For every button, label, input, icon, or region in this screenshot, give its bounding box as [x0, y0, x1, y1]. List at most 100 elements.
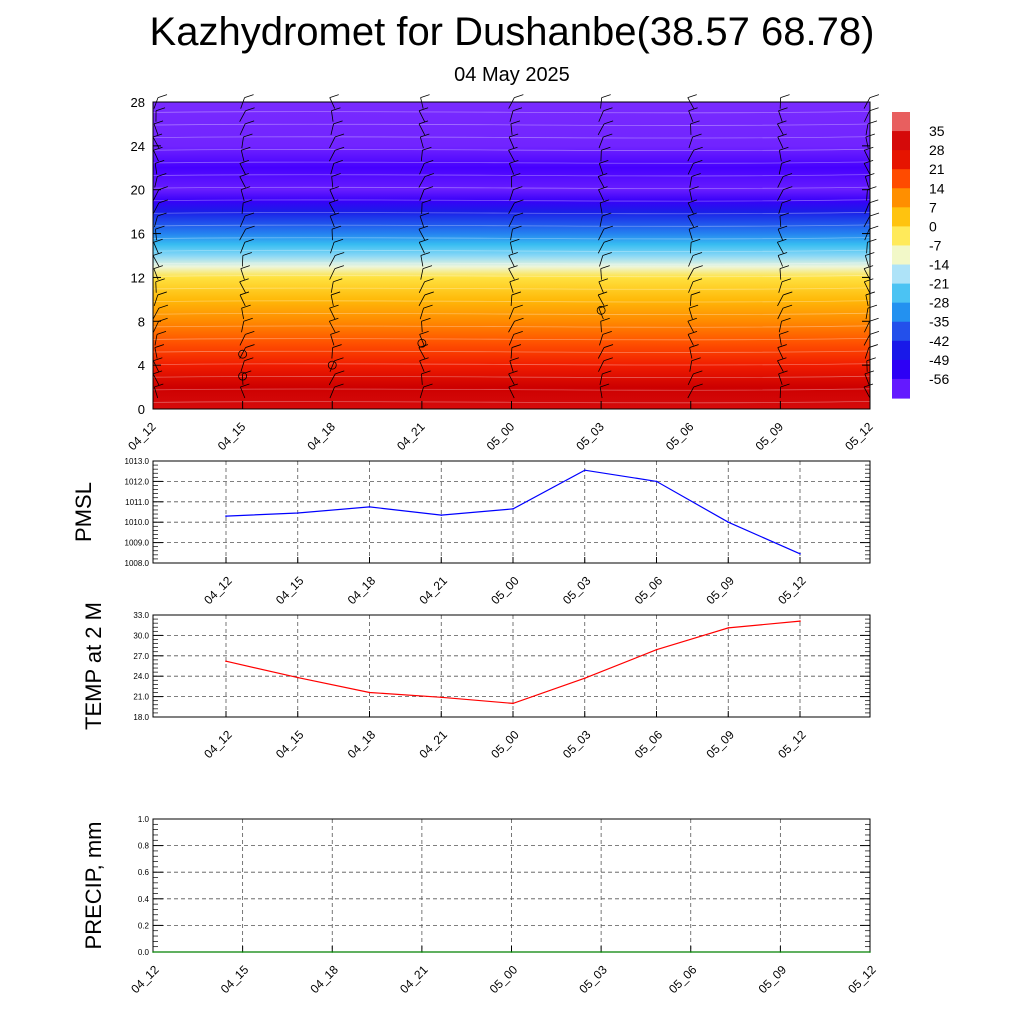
heatmap-ytick-label: 16 [131, 227, 145, 242]
wind-barb-staff [239, 281, 246, 293]
wind-barb-feather [335, 370, 345, 375]
series-point [368, 691, 371, 694]
ytick-label: 21.0 [133, 693, 149, 702]
colorbar-box [892, 283, 910, 304]
wind-barb-feather [242, 252, 252, 256]
wind-barb-staff [421, 321, 423, 333]
wind-barb-feather [690, 120, 700, 125]
wind-barb-staff [597, 347, 605, 359]
wind-barb-staff [688, 110, 694, 122]
wind-barb-feather [241, 304, 251, 309]
wind-barb-staff [153, 294, 159, 307]
wind-barb-feather [420, 133, 430, 138]
xtick-label: 05_06 [632, 727, 666, 761]
wind-barb-staff [687, 215, 695, 228]
colorbar-box [892, 169, 910, 189]
wind-barb-staff [510, 123, 513, 135]
wind-barb-feather [691, 173, 701, 177]
wind-barb-feather [240, 265, 250, 270]
colorbar-box [892, 245, 910, 266]
wind-barb-feather [154, 383, 164, 388]
isotherm-line [152, 136, 871, 139]
wind-barb-staff [777, 360, 784, 372]
wind-barb-staff [154, 163, 158, 175]
wind-barb-feather [239, 278, 249, 283]
xtick-label: 04_21 [416, 573, 450, 607]
wind-barb-feather [509, 278, 519, 283]
wind-barb-staff [418, 347, 426, 359]
ytick-label: 30.0 [133, 631, 149, 640]
wind-barb-staff [598, 136, 604, 149]
wind-barb-staff [777, 189, 784, 201]
xtick-label: 05_03 [560, 573, 594, 607]
wind-barb-feather [331, 107, 341, 112]
ytick-label: 0.0 [138, 948, 150, 957]
wind-barb-staff [152, 202, 160, 215]
wind-barb-feather [329, 317, 339, 322]
ytick-label: 0.8 [138, 842, 150, 851]
wind-barb-feather [777, 252, 788, 256]
wind-barb-staff [777, 136, 784, 149]
wind-barb-staff [240, 150, 245, 162]
wind-barb-staff [421, 373, 423, 385]
series-point [241, 951, 244, 953]
wind-barb-feather [420, 252, 431, 256]
ytick-label: 0.2 [138, 921, 150, 930]
wind-barb-feather [245, 331, 255, 335]
wind-barb-staff [419, 136, 424, 149]
wind-barb-staff [419, 215, 425, 228]
wind-barb-staff [865, 308, 869, 320]
calm-wind-marker [417, 338, 427, 348]
wind-barb-staff [689, 242, 692, 254]
wind-barb-staff [152, 255, 160, 267]
wind-barb-feather [158, 317, 168, 322]
wind-barb-staff [598, 228, 605, 241]
wind-barb-staff [689, 347, 693, 359]
wind-barb-feather [864, 146, 874, 151]
wind-barb-staff [239, 110, 246, 122]
wind-barb-feather [333, 159, 343, 164]
wind-barb-staff [598, 307, 604, 320]
wind-barb-staff [153, 123, 159, 136]
wind-barb-staff [600, 268, 602, 280]
wind-barb-staff [688, 255, 694, 267]
wind-barb-feather [330, 331, 340, 335]
isotherm-line [152, 174, 871, 177]
wind-barb-staff [241, 202, 244, 214]
wind-barb-feather [513, 331, 523, 335]
wind-barb-feather [334, 133, 345, 138]
series-point [799, 553, 801, 555]
wind-barb-staff [418, 294, 426, 307]
wind-barb-staff [239, 163, 246, 175]
wind-barb-feather [240, 186, 251, 191]
wind-barb-staff [330, 242, 335, 254]
wind-barb-feather [239, 291, 250, 296]
wind-barb-staff [508, 386, 515, 399]
wind-barb-feather [602, 370, 612, 375]
wind-barb-staff [328, 202, 336, 215]
wind-barb-feather [157, 291, 167, 296]
wind-barb-staff [509, 189, 514, 201]
wind-barb-staff [418, 123, 426, 136]
series-point [584, 469, 586, 472]
wind-barb-feather [779, 146, 789, 151]
wind-barb-feather [777, 120, 787, 125]
wind-barb-staff [598, 281, 604, 293]
wind-barb-feather [245, 107, 255, 112]
wind-barb-staff [779, 334, 782, 346]
ytick-label: 33.0 [133, 611, 149, 620]
wind-barb-staff [239, 294, 246, 307]
wind-barb-feather [240, 383, 250, 388]
series-point [727, 521, 730, 523]
wind-barb-staff [419, 386, 424, 399]
wind-barb-staff [510, 294, 513, 306]
xtick-label: 05_06 [666, 962, 700, 996]
wind-barb-feather [331, 173, 341, 177]
wind-barb-feather [693, 383, 703, 388]
wind-barb-feather [693, 370, 703, 375]
wind-barb-staff [866, 242, 868, 254]
wind-barb-feather [692, 252, 703, 256]
wind-barb-staff [597, 294, 605, 307]
wind-barb-staff [599, 334, 604, 346]
wind-barb-feather [157, 212, 167, 217]
